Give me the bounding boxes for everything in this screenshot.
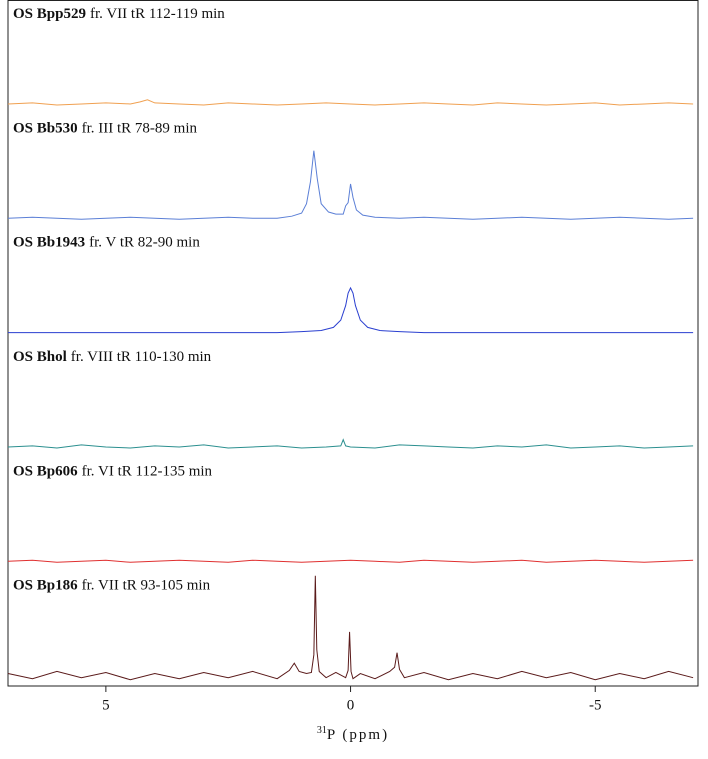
spectrum-line <box>7 150 694 220</box>
sample-name: OS Bb1943 <box>13 235 85 251</box>
fraction-label: fr. VIII tR 110-130 min <box>71 349 212 365</box>
sample-name: OS Bhol <box>13 349 67 365</box>
spectrum-title: OS Bhol fr. VIII tR 110-130 min <box>13 349 212 365</box>
fraction-label: fr. VII tR 112-119 min <box>90 6 225 22</box>
sample-name: OS Bp186 <box>13 578 78 594</box>
fraction-label: fr. VII tR 93-105 min <box>82 578 211 594</box>
spectrum-line <box>8 286 694 334</box>
spectrum-title: OS Bpp529 fr. VII tR 112-119 min <box>13 6 225 22</box>
x-tick-label: 0 <box>347 697 355 713</box>
spectrum-line <box>7 99 694 106</box>
spectrum-line <box>7 559 694 563</box>
sample-name: OS Bpp529 <box>13 6 86 22</box>
sample-name: OS Bb530 <box>13 121 78 137</box>
x-tick-label: -5 <box>589 697 602 713</box>
sample-name: OS Bp606 <box>13 464 78 480</box>
fraction-label: fr. V tR 82-90 min <box>89 235 200 251</box>
fraction-label: fr. III tR 78-89 min <box>82 121 198 137</box>
spectrum-title: OS Bb530 fr. III tR 78-89 min <box>13 121 198 137</box>
spectrum-line <box>7 575 694 681</box>
spectrum-title: OS Bp186 fr. VII tR 93-105 min <box>13 578 211 594</box>
x-axis-label: 31P (ppm) <box>317 725 389 743</box>
x-axis-label-text: P (ppm) <box>327 727 389 743</box>
spectrum-title: OS Bp606 fr. VI tR 112-135 min <box>13 464 213 480</box>
fraction-label: fr. VI tR 112-135 min <box>82 464 213 480</box>
x-tick-label: 5 <box>102 697 110 713</box>
plot-frame <box>7 0 699 687</box>
x-axis-label-sup: 31 <box>317 725 327 736</box>
spectrum-line <box>7 438 694 449</box>
spectrum-title: OS Bb1943 fr. V tR 82-90 min <box>13 235 200 251</box>
